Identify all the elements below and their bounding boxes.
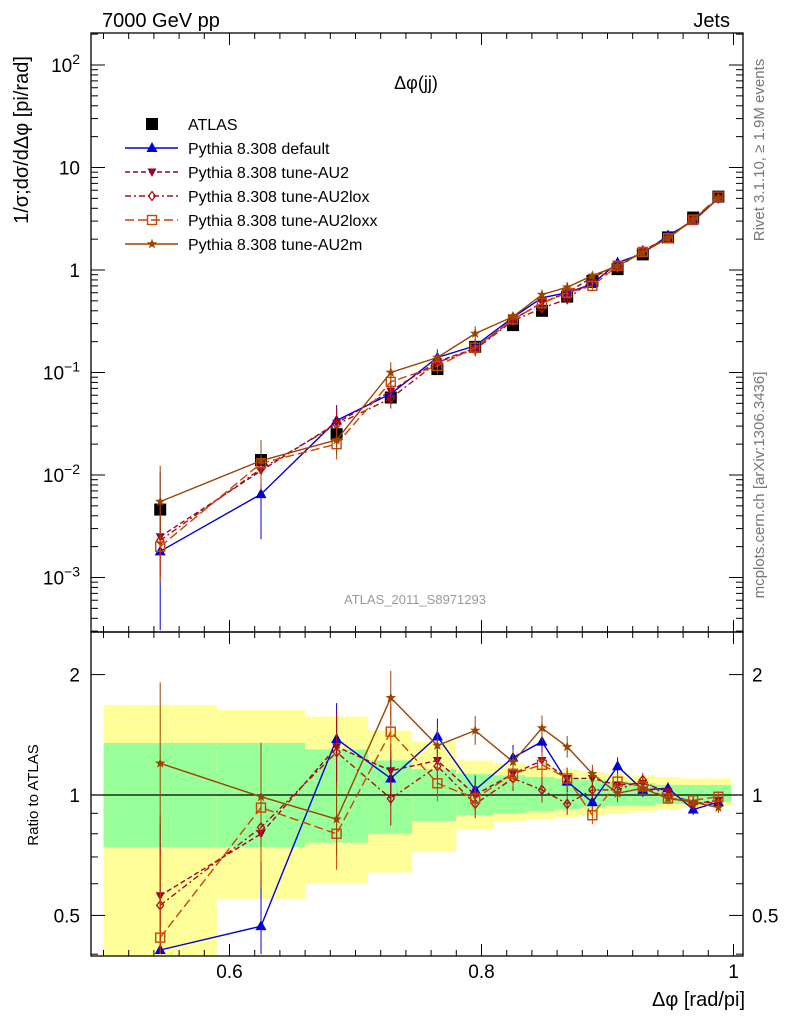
main-y-tick-label: 10−2	[43, 461, 80, 487]
ratio-data-point	[432, 740, 443, 750]
legend-label: Pythia 8.308 default	[188, 141, 330, 158]
legend-label: Pythia 8.308 tune-AU2lox	[188, 189, 369, 206]
ratio-data-point	[662, 793, 674, 803]
main-data-point	[154, 541, 166, 552]
ratio-data-point	[432, 778, 443, 789]
x-tick-label: 1	[728, 962, 739, 983]
ratio-y-tick-label: 2	[69, 666, 80, 687]
main-data-point	[687, 214, 699, 225]
ratio-data-point	[331, 813, 342, 824]
ratio-data-point	[561, 741, 573, 752]
ratio-y-tick-label-right: 0.5	[752, 906, 778, 927]
ratio-data-point	[154, 932, 166, 943]
ratio-uncertainty-bands	[103, 704, 731, 956]
main-data-point	[587, 270, 598, 281]
main-data-point	[587, 280, 598, 292]
main-y-tick-label: 1	[69, 261, 80, 282]
ratio-panel-series	[91, 670, 743, 954]
main-data-point	[385, 367, 396, 377]
main-data-point	[637, 247, 648, 257]
x-tick-label: 0.6	[216, 962, 242, 983]
ratio-y-tick-label: 1	[69, 786, 80, 807]
ratio-data-point	[536, 722, 548, 733]
analysis-id: ATLAS_2011_S8971293	[344, 592, 486, 607]
main-y-axis-label: 1/σ;dσ/dΔφ [pi/rad]	[11, 56, 33, 224]
ratio-data-point	[612, 787, 623, 798]
main-data-point	[255, 455, 267, 466]
main-data-point	[612, 260, 623, 271]
ratio-data-point	[612, 760, 624, 771]
ratio-y-tick-label: 0.5	[54, 906, 80, 927]
energy-label: 7000 GeV pp	[102, 10, 220, 32]
mcplots-label: mcplots.cern.ch [arXiv:1306.3436]	[751, 372, 768, 599]
rivet-version-label: Rivet 3.1.10, ≥ 1.9M events	[751, 59, 768, 242]
main-data-point	[255, 488, 267, 499]
x-axis-label: Δφ [rad/pi]	[652, 989, 745, 1011]
ratio-data-point	[587, 768, 598, 779]
main-data-point	[537, 302, 547, 314]
ratio-data-point	[713, 802, 724, 813]
main-y-tick-label: 10	[59, 159, 80, 180]
ratio-data-point	[637, 782, 648, 793]
ratio-data-point	[386, 792, 396, 805]
main-data-point	[386, 392, 396, 404]
ratio-data-point	[386, 767, 396, 776]
legend-marker	[147, 190, 157, 202]
x-tick-label: 0.8	[468, 962, 494, 983]
ratio-data-point	[385, 692, 396, 703]
main-y-tick-label: 10−3	[43, 564, 80, 590]
ratio-data-point	[255, 791, 267, 802]
legend-label: ATLAS	[188, 117, 238, 134]
ratio-y-tick-label-right: 2	[752, 666, 763, 687]
ratio-data-point	[332, 746, 341, 758]
legend: ATLAS Pythia 8.308 default Pythia 8.308 tu…	[125, 117, 377, 254]
main-data-point	[331, 434, 342, 445]
legend-label: Pythia 8.308 tune-AU2loxx	[188, 213, 377, 230]
ratio-data-point	[587, 810, 598, 821]
legend-label: Pythia 8.308 tune-AU2	[188, 165, 349, 182]
legend-marker	[146, 238, 158, 249]
legend-marker	[146, 142, 158, 152]
main-data-point	[713, 192, 724, 203]
ratio-data-point	[588, 784, 597, 796]
ratio-data-point	[470, 793, 481, 804]
ratio-data-point	[507, 756, 519, 767]
main-y-tick-label: 10−1	[43, 359, 80, 385]
main-data-point	[561, 281, 573, 292]
ratio-data-point	[537, 784, 547, 796]
main-data-point	[662, 232, 674, 243]
ratio-data-point	[155, 757, 166, 768]
main-data-point	[155, 496, 166, 507]
main-data-point	[536, 289, 548, 300]
ratio-data-point	[385, 726, 396, 737]
legend-marker	[147, 168, 157, 177]
ratio-data-point	[562, 798, 572, 810]
main-data-point	[470, 342, 481, 353]
process-label: Jets	[693, 10, 730, 32]
ratio-series-4	[155, 670, 724, 856]
main-data-point	[507, 311, 519, 322]
main-y-tick-label: 102	[51, 51, 80, 77]
ratio-panel-frame	[90, 631, 744, 957]
ratio-data-point	[586, 796, 598, 807]
main-data-point	[432, 352, 443, 362]
ratio-y-axis-label: Ratio to ATLAS	[25, 744, 42, 845]
ratio-data-point	[470, 725, 481, 735]
ratio-data-point	[536, 759, 548, 770]
ratio-y-tick-label-right: 1	[752, 786, 763, 807]
ratio-data-point	[255, 920, 267, 931]
inner-band-bin	[525, 776, 555, 812]
ratio-data-point	[713, 791, 724, 802]
main-panel-series	[154, 190, 725, 631]
main-series-5	[155, 192, 724, 538]
legend-label: Pythia 8.308 tune-AU2m	[188, 237, 362, 254]
plot-title: Δφ(jj)	[394, 73, 438, 93]
main-data-point	[470, 328, 481, 338]
ratio-data-point	[561, 773, 573, 784]
legend-marker	[146, 118, 158, 130]
ratio-data-point	[687, 796, 699, 807]
legend-marker	[146, 214, 158, 226]
